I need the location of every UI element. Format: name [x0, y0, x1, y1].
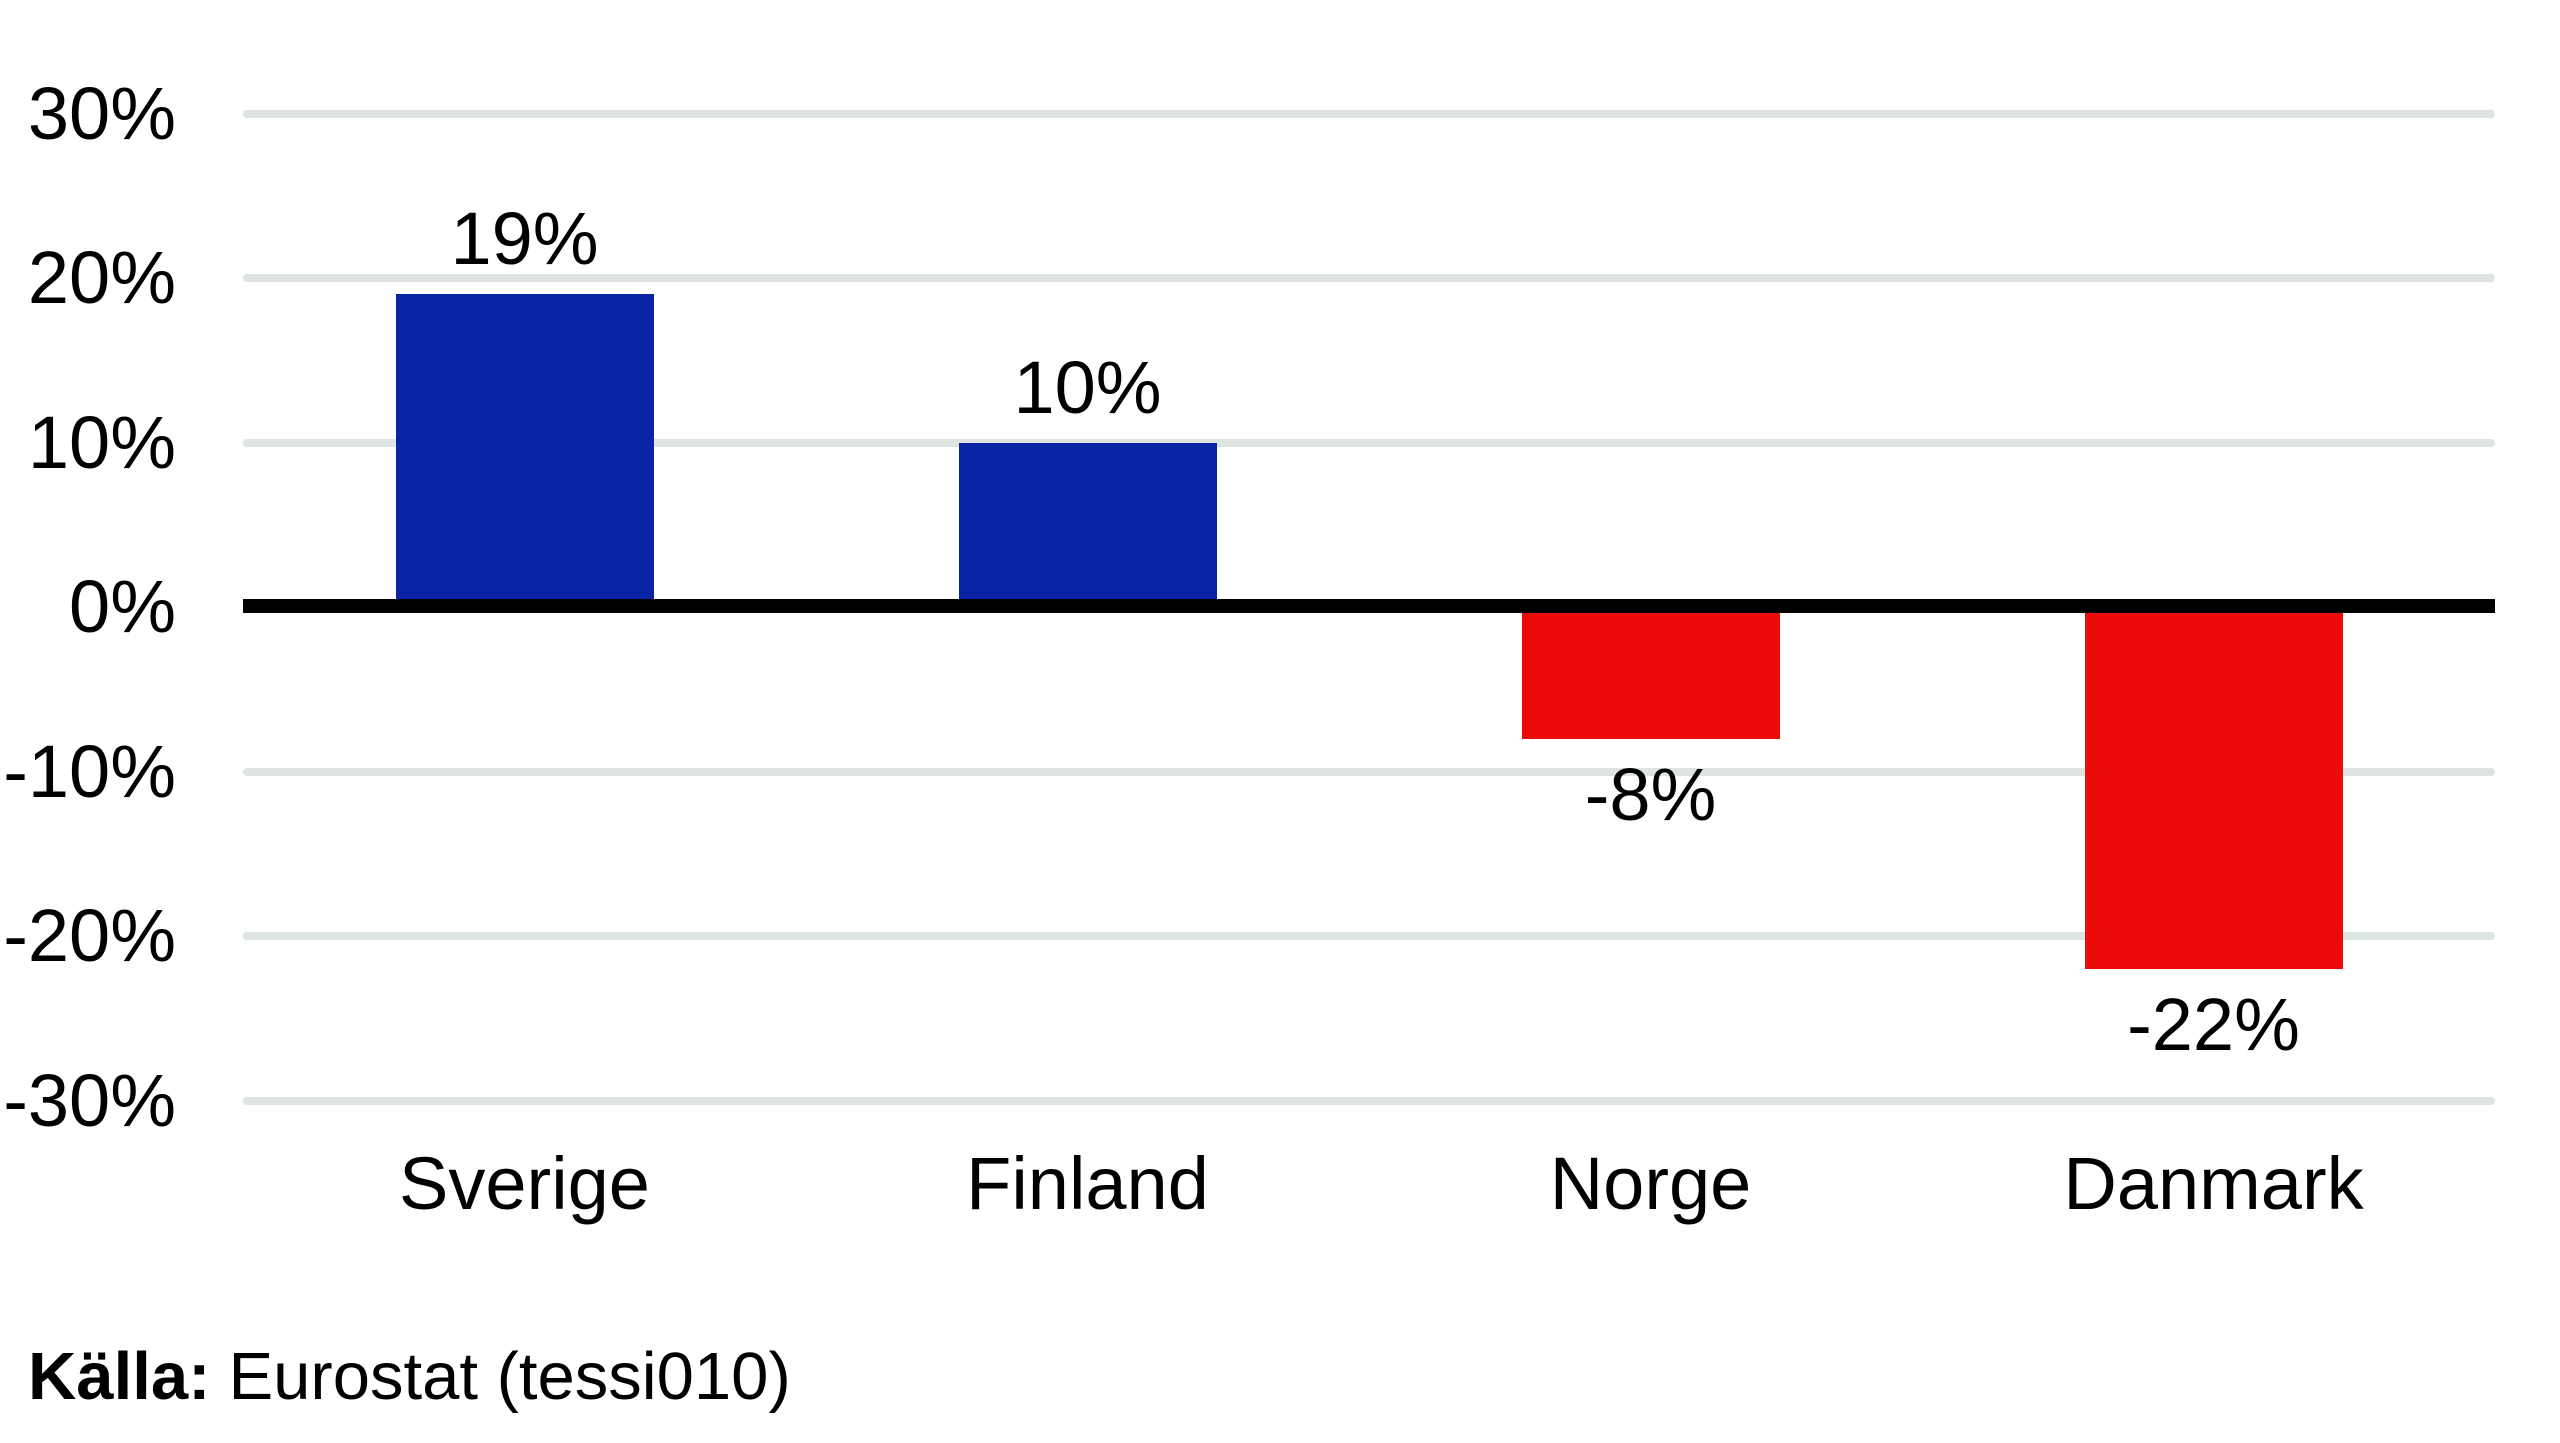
y-axis-tick-label: -20%: [3, 894, 176, 977]
bar-value-label: -22%: [2127, 982, 2300, 1066]
gridline--10: [243, 767, 2495, 776]
source-label: Källa:: [28, 1339, 211, 1414]
x-axis-label-norge: Norge: [1549, 1142, 1752, 1225]
gridline--30: [243, 1096, 2495, 1105]
bar-norge: [1521, 607, 1780, 739]
x-axis-label-finland: Finland: [966, 1142, 1209, 1225]
source-note: Källa: Eurostat (tessi010): [28, 1340, 791, 1414]
bar-danmark: [2084, 607, 2343, 969]
gridline-30: [243, 109, 2495, 118]
bar-value-label: 19%: [450, 197, 599, 281]
y-axis-tick-label: -10%: [3, 729, 176, 813]
source-text: Eurostat (tessi010): [228, 1339, 791, 1414]
x-axis-label-sverige: Sverige: [399, 1142, 650, 1225]
y-axis-tick-label: 20%: [27, 236, 176, 319]
y-axis-tick-label: 30%: [27, 71, 176, 155]
bar-finland: [958, 442, 1217, 607]
bar-sverige: [395, 294, 654, 607]
gridline--20: [243, 932, 2495, 940]
y-axis-tick-label: -30%: [3, 1058, 176, 1142]
y-axis-tick-label: 10%: [27, 400, 176, 484]
zero-axis-line: [243, 599, 2495, 613]
bar-value-label: 10%: [1013, 345, 1162, 429]
x-axis-label-danmark: Danmark: [2063, 1142, 2364, 1225]
gridline-10: [243, 438, 2495, 447]
gridline-20: [243, 274, 2495, 282]
y-axis-tick-label: 0%: [69, 565, 176, 648]
bar-value-label: -8%: [1584, 752, 1717, 836]
